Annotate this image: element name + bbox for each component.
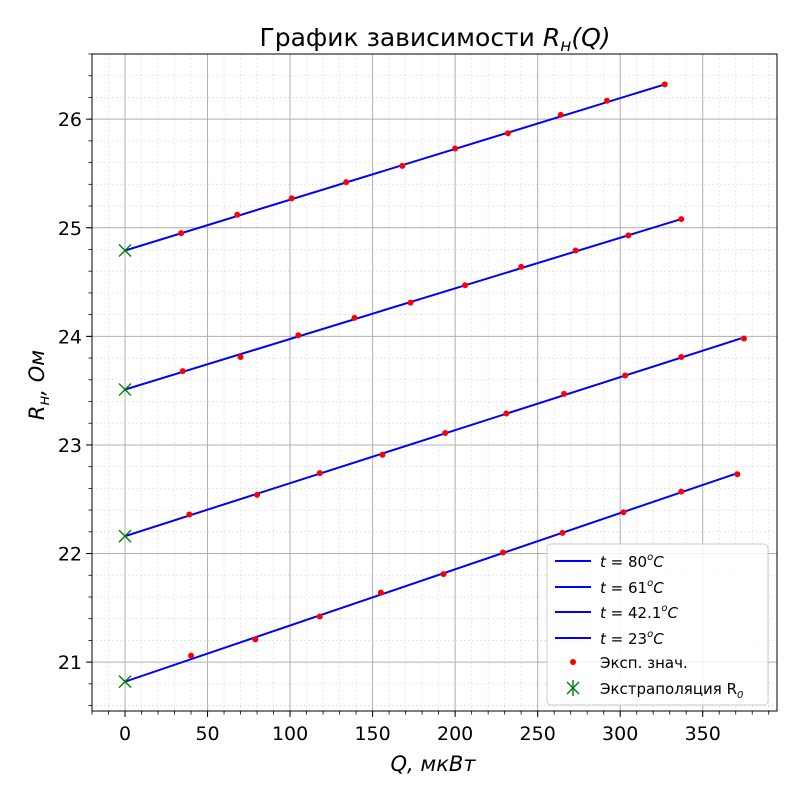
legend-label: t = 23oC xyxy=(600,629,664,648)
data-point xyxy=(561,390,568,397)
legend-label: t = 61oC xyxy=(600,578,664,597)
data-point xyxy=(254,491,261,498)
plot-frame xyxy=(91,53,778,712)
data-point xyxy=(678,353,685,360)
series-80 xyxy=(118,81,668,258)
data-point xyxy=(186,511,193,518)
data-point xyxy=(734,471,741,478)
chart-title: График зависимости Rн(Q) xyxy=(259,23,610,56)
x-tick-label: 200 xyxy=(437,723,473,745)
extrapolation-marker xyxy=(118,675,132,689)
data-point xyxy=(559,529,566,536)
legend-item-experimental: Эксп. знач. xyxy=(570,654,688,672)
data-point xyxy=(399,162,406,169)
data-point xyxy=(678,216,685,223)
data-point xyxy=(379,451,386,458)
legend-item-extrapolation: Экстраполяция R0 xyxy=(566,680,743,701)
x-tick-label: 250 xyxy=(520,723,556,745)
fit-line xyxy=(124,83,666,252)
data-point xyxy=(503,410,510,417)
data-point xyxy=(740,335,747,342)
data-point xyxy=(625,232,632,239)
extrap-stroke xyxy=(118,383,132,397)
y-tick-label: 26 xyxy=(58,109,82,131)
x-axis-label: Q, мкВт xyxy=(390,752,476,776)
y-tick-label: 22 xyxy=(58,544,82,566)
data-point xyxy=(622,372,629,379)
ticks: 0 50 100 150 200 250 300 350 21 22 23 24 25 26 xyxy=(58,53,770,745)
data-point xyxy=(377,589,384,596)
data-point xyxy=(504,130,511,137)
data-point xyxy=(351,314,358,321)
data-point xyxy=(678,488,685,495)
data-point xyxy=(620,509,627,516)
series-61 xyxy=(118,216,685,397)
x-tick-label: 100 xyxy=(272,723,308,745)
fit-line xyxy=(124,336,745,538)
data-point xyxy=(661,81,668,88)
data-point xyxy=(572,247,579,254)
fit-line xyxy=(124,472,738,683)
legend-label: Эксп. знач. xyxy=(600,654,688,672)
legend-item-61: t = 61oC xyxy=(555,578,664,597)
extrapolation-marker xyxy=(118,383,132,397)
data-point xyxy=(179,368,186,375)
series-42-1 xyxy=(118,335,747,543)
legend-point-swatch xyxy=(570,659,576,665)
legend-label: t = 42.1oC xyxy=(600,603,679,622)
legend-item-23: t = 23oC xyxy=(555,629,664,648)
data-point xyxy=(316,470,323,477)
data-point xyxy=(288,195,295,202)
series-group xyxy=(118,81,747,689)
y-tick-label: 24 xyxy=(58,326,82,348)
legend-box xyxy=(546,543,769,706)
legend-item-42-1: t = 42.1oC xyxy=(555,603,679,622)
data-point xyxy=(500,549,506,556)
data-point xyxy=(518,263,525,270)
extrap-stroke xyxy=(118,675,132,689)
data-point xyxy=(316,613,323,620)
y-tick-label: 21 xyxy=(58,652,82,674)
legend-label: Экстраполяция R0 xyxy=(600,680,743,701)
data-point xyxy=(343,179,350,186)
data-point xyxy=(603,97,610,104)
series-23 xyxy=(118,471,741,689)
y-axis-label: Rн, Ом xyxy=(25,350,53,420)
data-point xyxy=(178,230,185,237)
data-point xyxy=(462,282,469,289)
x-tick-label: 0 xyxy=(119,723,131,745)
legend: t = 80oC t = 61oC t = 42.1oC t = 23oC Эк… xyxy=(546,543,769,706)
legend-item-80: t = 80oC xyxy=(555,552,664,571)
data-point xyxy=(295,332,302,339)
x-tick-label: 50 xyxy=(195,723,219,745)
extrap-stroke xyxy=(118,529,132,543)
x-tick-label: 350 xyxy=(685,723,721,745)
data-point xyxy=(452,145,459,152)
y-tick-label: 23 xyxy=(58,435,82,457)
x-tick-label: 300 xyxy=(602,723,638,745)
data-point xyxy=(252,636,259,643)
data-point xyxy=(557,111,564,118)
data-point xyxy=(407,299,414,306)
data-point xyxy=(234,211,241,218)
x-tick-label: 150 xyxy=(354,723,390,745)
data-point xyxy=(442,429,449,436)
data-point xyxy=(188,652,195,659)
y-tick-label: 25 xyxy=(58,218,82,240)
data-point xyxy=(440,571,447,578)
extrap-stroke xyxy=(118,244,132,258)
data-point xyxy=(237,353,244,360)
extrapolation-marker xyxy=(118,529,132,543)
fit-line xyxy=(124,218,682,391)
extrapolation-marker xyxy=(118,244,132,258)
legend-label: t = 80oC xyxy=(600,552,664,571)
legend-extrap-swatch xyxy=(566,680,580,696)
